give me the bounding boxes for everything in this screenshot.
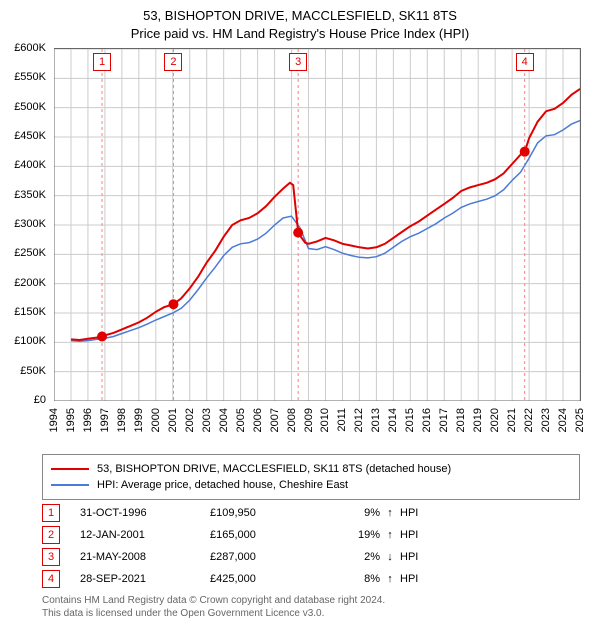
x-tick-label: 1996 (82, 408, 94, 432)
y-tick-label: £600K (14, 42, 46, 54)
plot-area: 1 2 3 4 (54, 48, 581, 401)
transaction-index-box: 4 (42, 570, 60, 588)
legend-swatch-price (51, 468, 89, 470)
x-tick-label: 2016 (421, 408, 433, 432)
x-tick-label: 2001 (167, 408, 179, 432)
transaction-row: 3 21-MAY-2008£287,0002%↓HPI (42, 546, 440, 568)
transaction-hpi-label: HPI (400, 529, 440, 541)
y-tick-label: £300K (14, 218, 46, 230)
transaction-delta: 2% (320, 551, 380, 563)
y-tick-label: £200K (14, 277, 46, 289)
transaction-price: £109,950 (210, 507, 320, 519)
chart-svg (54, 49, 580, 401)
x-tick-label: 2011 (336, 408, 348, 432)
transaction-delta: 8% (320, 573, 380, 585)
transaction-row: 2 12-JAN-2001£165,00019%↑HPI (42, 524, 440, 546)
x-tick-label: 2002 (184, 408, 196, 432)
chart-subtitle: Price paid vs. HM Land Registry's House … (0, 26, 600, 41)
transaction-date: 12-JAN-2001 (80, 529, 210, 541)
transaction-hpi-label: HPI (400, 507, 440, 519)
x-tick-label: 1997 (99, 408, 111, 432)
transaction-marker: 3 (289, 53, 307, 71)
x-tick-label: 2021 (506, 408, 518, 432)
x-tick-label: 2005 (235, 408, 247, 432)
x-axis-labels: 1994199519961997199819992000200120022003… (54, 408, 580, 450)
transaction-date: 31-OCT-1996 (80, 507, 210, 519)
y-tick-label: £150K (14, 306, 46, 318)
legend-item-price: 53, BISHOPTON DRIVE, MACCLESFIELD, SK11 … (51, 461, 571, 477)
arrow-up-icon: ↑ (380, 529, 400, 541)
transaction-row: 1 31-OCT-1996£109,9509%↑HPI (42, 502, 440, 524)
x-tick-label: 2015 (404, 408, 416, 432)
attribution-footer: Contains HM Land Registry data © Crown c… (42, 594, 385, 620)
y-tick-label: £50K (20, 365, 46, 377)
x-tick-label: 2004 (218, 408, 230, 432)
transaction-marker: 4 (516, 53, 534, 71)
arrow-up-icon: ↑ (380, 507, 400, 519)
y-tick-label: £250K (14, 247, 46, 259)
x-tick-label: 2020 (489, 408, 501, 432)
x-tick-label: 2013 (370, 408, 382, 432)
transaction-price: £425,000 (210, 573, 320, 585)
transaction-index-box: 1 (42, 504, 60, 522)
legend-label-hpi: HPI: Average price, detached house, Ches… (97, 479, 348, 491)
x-tick-label: 2025 (574, 408, 586, 432)
transaction-hpi-label: HPI (400, 573, 440, 585)
x-tick-label: 1994 (48, 408, 60, 432)
transaction-delta: 9% (320, 507, 380, 519)
transaction-row: 4 28-SEP-2021£425,0008%↑HPI (42, 568, 440, 590)
footer-line2: This data is licensed under the Open Gov… (42, 607, 385, 620)
transaction-date: 21-MAY-2008 (80, 551, 210, 563)
legend-label-price: 53, BISHOPTON DRIVE, MACCLESFIELD, SK11 … (97, 463, 451, 475)
x-tick-label: 2023 (540, 408, 552, 432)
legend-swatch-hpi (51, 484, 89, 486)
transaction-marker: 2 (164, 53, 182, 71)
transaction-price: £287,000 (210, 551, 320, 563)
x-tick-label: 2022 (523, 408, 535, 432)
legend: 53, BISHOPTON DRIVE, MACCLESFIELD, SK11 … (42, 454, 580, 500)
y-tick-label: £550K (14, 71, 46, 83)
x-tick-label: 2017 (438, 408, 450, 432)
y-tick-label: £350K (14, 189, 46, 201)
y-axis-labels: £0£50K£100K£150K£200K£250K£300K£350K£400… (0, 48, 48, 400)
x-tick-label: 1998 (116, 408, 128, 432)
footer-line1: Contains HM Land Registry data © Crown c… (42, 594, 385, 607)
transaction-index-box: 3 (42, 548, 60, 566)
y-tick-label: £450K (14, 130, 46, 142)
x-tick-label: 2024 (557, 408, 569, 432)
y-tick-label: £500K (14, 101, 46, 113)
x-tick-label: 2006 (252, 408, 264, 432)
transaction-table: 131-OCT-1996£109,9509%↑HPI212-JAN-2001£1… (42, 502, 440, 590)
x-tick-label: 2008 (286, 408, 298, 432)
x-tick-label: 2009 (303, 408, 315, 432)
x-tick-label: 2000 (150, 408, 162, 432)
arrow-up-icon: ↑ (380, 573, 400, 585)
x-tick-label: 2007 (269, 408, 281, 432)
y-tick-label: £400K (14, 159, 46, 171)
transaction-price: £165,000 (210, 529, 320, 541)
x-tick-label: 1995 (65, 408, 77, 432)
x-tick-label: 2010 (319, 408, 331, 432)
y-tick-label: £100K (14, 335, 46, 347)
transaction-index-box: 2 (42, 526, 60, 544)
chart-title-address: 53, BISHOPTON DRIVE, MACCLESFIELD, SK11 … (0, 8, 600, 23)
arrow-down-icon: ↓ (380, 551, 400, 563)
transaction-hpi-label: HPI (400, 551, 440, 563)
x-tick-label: 2003 (201, 408, 213, 432)
legend-item-hpi: HPI: Average price, detached house, Ches… (51, 477, 571, 493)
transaction-marker: 1 (93, 53, 111, 71)
transaction-delta: 19% (320, 529, 380, 541)
x-tick-label: 1999 (133, 408, 145, 432)
x-tick-label: 2012 (353, 408, 365, 432)
x-tick-label: 2014 (387, 408, 399, 432)
y-tick-label: £0 (34, 394, 46, 406)
x-tick-label: 2018 (455, 408, 467, 432)
x-tick-label: 2019 (472, 408, 484, 432)
transaction-date: 28-SEP-2021 (80, 573, 210, 585)
